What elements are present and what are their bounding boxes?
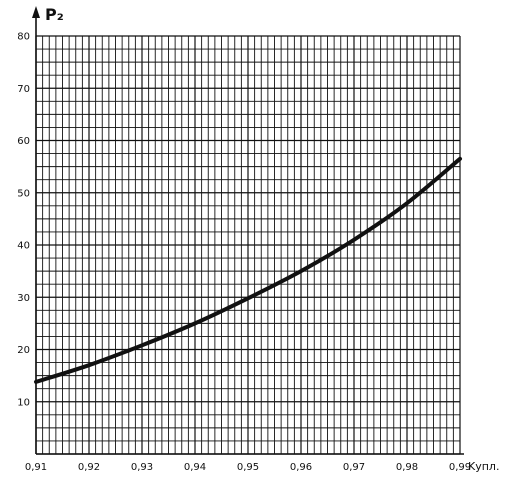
data-point xyxy=(35,381,37,383)
y-tick-label: 70 xyxy=(17,84,30,95)
x-axis-label: Kупл. xyxy=(468,460,499,473)
data-point xyxy=(406,202,408,204)
data-point xyxy=(88,364,90,366)
data-point xyxy=(141,344,143,347)
x-ticks: 0,91 0,92 0,93 0,94 0,95 0,96 0,97 0,98 0,99 xyxy=(25,462,471,473)
x-tick-label: 0,99 xyxy=(449,462,471,473)
data-point xyxy=(300,270,302,272)
x-tick-label: 0,98 xyxy=(396,462,418,473)
x-tick-label: 0,93 xyxy=(131,462,153,473)
y-tick-label: 30 xyxy=(17,293,30,304)
y-tick-label: 40 xyxy=(17,241,30,252)
y-axis-label: P₂ xyxy=(45,5,64,24)
y-tick-label: 10 xyxy=(17,397,30,408)
data-point xyxy=(353,238,355,241)
x-tick-label: 0,92 xyxy=(78,462,100,473)
x-tick-label: 0,95 xyxy=(237,462,259,473)
data-point xyxy=(194,322,196,325)
y-ticks: 10 20 30 40 50 60 70 80 xyxy=(17,32,30,409)
x-tick-label: 0,91 xyxy=(25,462,47,473)
x-tick-label: 0,97 xyxy=(343,462,365,473)
y-tick-label: 50 xyxy=(17,188,30,199)
x-tick-label: 0,94 xyxy=(184,462,206,473)
y-tick-label: 80 xyxy=(17,32,30,43)
y-tick-label: 20 xyxy=(17,345,30,356)
x-tick-label: 0,96 xyxy=(290,462,312,473)
series xyxy=(34,156,462,384)
grid xyxy=(35,35,461,455)
data-point xyxy=(247,297,249,300)
y-axis-arrow xyxy=(32,6,40,18)
data-point xyxy=(459,157,461,160)
y-tick-label: 60 xyxy=(17,136,30,147)
